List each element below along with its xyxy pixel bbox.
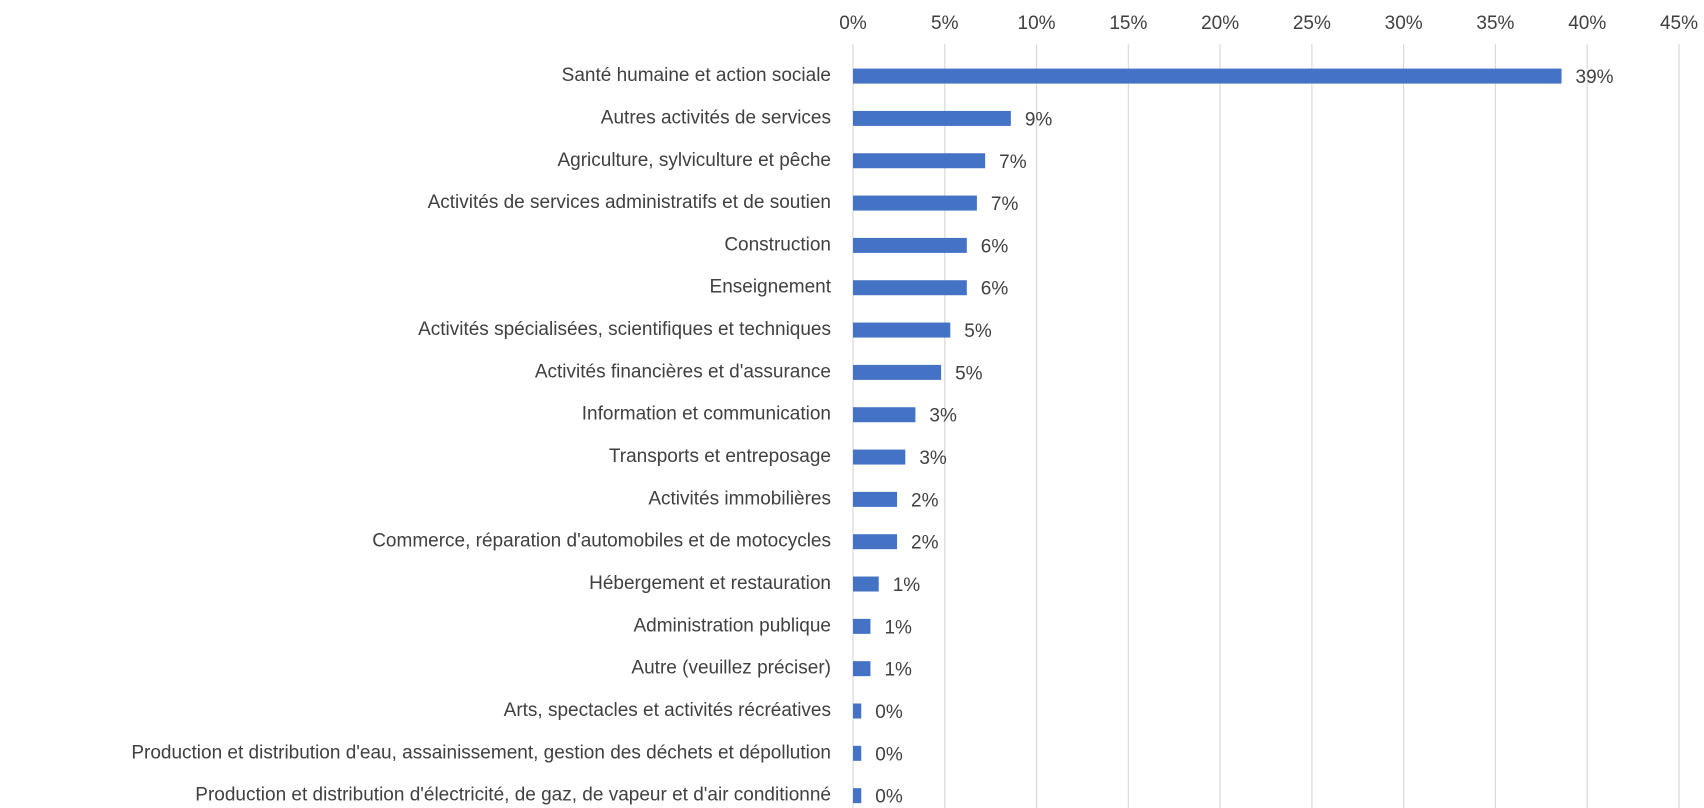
data-label: 3% [919,448,947,469]
data-label: 2% [911,533,939,554]
x-tick-label: 20% [1201,13,1239,34]
bar [853,745,862,761]
y-tick-label: Hébergement et restauration [589,573,831,594]
bar [853,618,871,634]
y-tick-label: Information et communication [582,404,831,425]
y-tick-label: Autre (veuillez préciser) [631,658,831,679]
bar [853,110,1011,126]
y-tick-label: Administration publique [633,615,831,636]
bar [853,661,871,677]
bar [853,68,1562,84]
x-tick-label: 45% [1660,13,1698,34]
x-tick-label: 15% [1109,13,1147,34]
y-tick-label: Transports et entreposage [609,446,831,467]
y-tick-label: Production et distribution d'électricité… [195,785,831,806]
y-tick-label: Activités de services administratifs et … [428,192,831,213]
y-tick-label: Arts, spectacles et activités récréative… [504,700,831,721]
x-tick-label: 35% [1476,13,1514,34]
bar [853,788,862,804]
bar [853,322,951,338]
data-label: 3% [929,406,957,427]
data-label: 1% [893,575,921,596]
x-tick-label: 0% [839,13,867,34]
y-tick-label: Activités financières et d'assurance [535,361,831,382]
bar [853,195,977,211]
x-tick-label: 40% [1568,13,1606,34]
data-label: 5% [964,321,992,342]
bar [853,703,862,719]
x-tick-label: 30% [1385,13,1423,34]
data-label: 39% [1576,67,1614,88]
bar [853,364,942,380]
y-tick-label: Commerce, réparation d'automobiles et de… [372,531,831,552]
bar [853,153,986,169]
data-label: 6% [981,236,1009,257]
y-tick-label: Production et distribution d'eau, assain… [131,742,831,763]
bar [853,407,916,423]
data-label: 0% [875,744,903,765]
data-label: 1% [884,660,912,681]
y-tick-label: Activités immobilières [648,488,831,509]
bar [853,449,906,465]
bar [853,534,898,550]
x-tick-label: 5% [931,13,959,34]
data-label: 6% [981,279,1009,300]
bar [853,237,967,253]
y-tick-label: Activités spécialisées, scientifiques et… [418,319,831,340]
data-label: 7% [999,152,1027,173]
y-tick-label: Construction [724,234,831,255]
bar [853,491,898,507]
x-tick-label: 10% [1018,13,1056,34]
data-label: 9% [1025,109,1053,130]
data-label: 5% [955,363,983,384]
y-tick-label: Autres activités de services [601,107,831,128]
y-tick-label: Enseignement [710,277,832,298]
bar [853,576,879,592]
data-label: 2% [911,490,939,511]
y-tick-label: Santé humaine et action sociale [562,65,831,86]
y-tick-label: Agriculture, sylviculture et pêche [557,150,831,171]
bar [853,280,967,296]
data-label: 0% [875,702,903,723]
x-tick-label: 25% [1293,13,1331,34]
data-label: 0% [875,787,903,808]
data-label: 1% [884,617,912,638]
data-label: 7% [991,194,1019,215]
